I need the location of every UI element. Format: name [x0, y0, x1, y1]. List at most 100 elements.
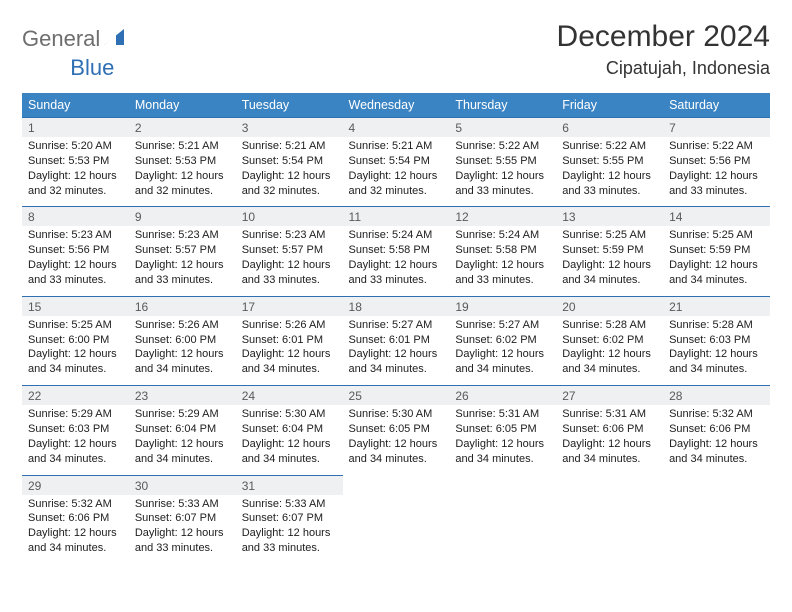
day-sr: Sunrise: 5:25 AM — [28, 318, 123, 333]
day-sr: Sunrise: 5:27 AM — [455, 318, 550, 333]
day-d2: and 33 minutes. — [349, 273, 444, 288]
day-sr: Sunrise: 5:22 AM — [455, 139, 550, 154]
day-ss: Sunset: 6:04 PM — [242, 422, 337, 437]
calendar-body: 1234567Sunrise: 5:20 AMSunset: 5:53 PMDa… — [22, 118, 770, 564]
day-d1: Daylight: 12 hours — [242, 258, 337, 273]
day-detail-cell: Sunrise: 5:29 AMSunset: 6:03 PMDaylight:… — [22, 405, 129, 475]
day-d2: and 34 minutes. — [28, 452, 123, 467]
dow-header: Saturday — [663, 93, 770, 118]
day-detail-cell: Sunrise: 5:32 AMSunset: 6:06 PMDaylight:… — [22, 495, 129, 564]
day-detail-cell: Sunrise: 5:30 AMSunset: 6:04 PMDaylight:… — [236, 405, 343, 475]
day-d2: and 33 minutes. — [455, 184, 550, 199]
day-d2: and 33 minutes. — [135, 541, 230, 556]
day-ss: Sunset: 6:05 PM — [455, 422, 550, 437]
day-detail-cell — [343, 495, 450, 564]
day-number-cell: 9 — [129, 207, 236, 227]
day-number-cell: 10 — [236, 207, 343, 227]
day-ss: Sunset: 5:55 PM — [562, 154, 657, 169]
week-detail-row: Sunrise: 5:23 AMSunset: 5:56 PMDaylight:… — [22, 226, 770, 296]
day-number-cell: 18 — [343, 296, 450, 316]
day-ss: Sunset: 5:56 PM — [669, 154, 764, 169]
day-sr: Sunrise: 5:26 AM — [135, 318, 230, 333]
day-detail-cell: Sunrise: 5:28 AMSunset: 6:03 PMDaylight:… — [663, 316, 770, 386]
day-d2: and 34 minutes. — [562, 273, 657, 288]
day-sr: Sunrise: 5:23 AM — [242, 228, 337, 243]
brand-text-general: General — [22, 26, 100, 52]
day-d1: Daylight: 12 hours — [28, 258, 123, 273]
day-d1: Daylight: 12 hours — [135, 526, 230, 541]
day-ss: Sunset: 5:58 PM — [349, 243, 444, 258]
calendar-thead: SundayMondayTuesdayWednesdayThursdayFrid… — [22, 93, 770, 118]
day-number-cell: 5 — [449, 118, 556, 138]
brand-text-blue: Blue — [70, 55, 114, 81]
day-number-cell: 6 — [556, 118, 663, 138]
day-sr: Sunrise: 5:20 AM — [28, 139, 123, 154]
day-number-cell: 8 — [22, 207, 129, 227]
day-d2: and 33 minutes. — [28, 273, 123, 288]
day-d1: Daylight: 12 hours — [242, 169, 337, 184]
day-detail-cell: Sunrise: 5:25 AMSunset: 5:59 PMDaylight:… — [663, 226, 770, 296]
day-detail-cell: Sunrise: 5:20 AMSunset: 5:53 PMDaylight:… — [22, 137, 129, 207]
day-ss: Sunset: 6:01 PM — [242, 333, 337, 348]
day-detail-cell: Sunrise: 5:21 AMSunset: 5:53 PMDaylight:… — [129, 137, 236, 207]
day-number-cell: 19 — [449, 296, 556, 316]
day-ss: Sunset: 6:01 PM — [349, 333, 444, 348]
day-d2: and 33 minutes. — [135, 273, 230, 288]
title-block: December 2024 Cipatujah, Indonesia — [557, 20, 770, 79]
day-detail-cell: Sunrise: 5:23 AMSunset: 5:57 PMDaylight:… — [129, 226, 236, 296]
day-detail-cell: Sunrise: 5:33 AMSunset: 6:07 PMDaylight:… — [236, 495, 343, 564]
day-d2: and 34 minutes. — [242, 362, 337, 377]
day-sr: Sunrise: 5:24 AM — [349, 228, 444, 243]
calendar-table: SundayMondayTuesdayWednesdayThursdayFrid… — [22, 93, 770, 564]
day-d1: Daylight: 12 hours — [562, 437, 657, 452]
day-d2: and 34 minutes. — [455, 452, 550, 467]
day-detail-cell — [556, 495, 663, 564]
day-sr: Sunrise: 5:25 AM — [562, 228, 657, 243]
day-d2: and 33 minutes. — [242, 273, 337, 288]
day-number-cell: 22 — [22, 386, 129, 406]
day-number-cell: 30 — [129, 475, 236, 495]
logo-sail-icon — [104, 27, 126, 52]
day-d1: Daylight: 12 hours — [242, 437, 337, 452]
day-d2: and 33 minutes. — [455, 273, 550, 288]
day-d2: and 33 minutes. — [669, 184, 764, 199]
week-number-row: 1234567 — [22, 118, 770, 138]
day-d2: and 34 minutes. — [669, 452, 764, 467]
day-d1: Daylight: 12 hours — [28, 169, 123, 184]
day-number-cell: 7 — [663, 118, 770, 138]
day-sr: Sunrise: 5:26 AM — [242, 318, 337, 333]
day-d2: and 34 minutes. — [242, 452, 337, 467]
day-number-cell — [343, 475, 450, 495]
day-sr: Sunrise: 5:27 AM — [349, 318, 444, 333]
day-d1: Daylight: 12 hours — [135, 347, 230, 362]
day-ss: Sunset: 5:59 PM — [669, 243, 764, 258]
day-sr: Sunrise: 5:31 AM — [455, 407, 550, 422]
day-d2: and 32 minutes. — [28, 184, 123, 199]
day-detail-cell: Sunrise: 5:26 AMSunset: 6:00 PMDaylight:… — [129, 316, 236, 386]
day-number-cell: 13 — [556, 207, 663, 227]
day-d1: Daylight: 12 hours — [135, 169, 230, 184]
week-detail-row: Sunrise: 5:32 AMSunset: 6:06 PMDaylight:… — [22, 495, 770, 564]
day-ss: Sunset: 6:02 PM — [562, 333, 657, 348]
day-number-cell: 4 — [343, 118, 450, 138]
day-number-cell: 11 — [343, 207, 450, 227]
day-sr: Sunrise: 5:24 AM — [455, 228, 550, 243]
day-d1: Daylight: 12 hours — [242, 526, 337, 541]
day-ss: Sunset: 6:07 PM — [242, 511, 337, 526]
day-sr: Sunrise: 5:21 AM — [135, 139, 230, 154]
day-d1: Daylight: 12 hours — [135, 437, 230, 452]
day-number-cell — [663, 475, 770, 495]
day-sr: Sunrise: 5:22 AM — [562, 139, 657, 154]
day-number-cell: 12 — [449, 207, 556, 227]
day-detail-cell: Sunrise: 5:25 AMSunset: 6:00 PMDaylight:… — [22, 316, 129, 386]
day-number-cell: 17 — [236, 296, 343, 316]
day-d2: and 34 minutes. — [135, 452, 230, 467]
day-ss: Sunset: 5:58 PM — [455, 243, 550, 258]
day-sr: Sunrise: 5:29 AM — [135, 407, 230, 422]
day-d1: Daylight: 12 hours — [135, 258, 230, 273]
day-detail-cell: Sunrise: 5:29 AMSunset: 6:04 PMDaylight:… — [129, 405, 236, 475]
day-number-cell: 23 — [129, 386, 236, 406]
day-sr: Sunrise: 5:28 AM — [562, 318, 657, 333]
day-d1: Daylight: 12 hours — [28, 526, 123, 541]
day-number-cell: 1 — [22, 118, 129, 138]
